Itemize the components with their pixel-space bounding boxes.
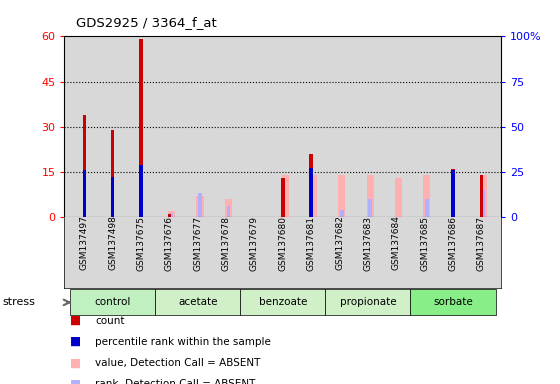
Text: ■: ■ [70, 377, 81, 384]
Bar [367, 175, 374, 217]
Bar [227, 206, 230, 217]
Bar [310, 168, 313, 217]
Bar [423, 175, 431, 217]
Bar [395, 178, 402, 217]
Text: ■: ■ [70, 314, 81, 327]
Bar [340, 210, 344, 217]
FancyBboxPatch shape [410, 290, 496, 315]
Bar [281, 178, 284, 217]
FancyBboxPatch shape [240, 290, 325, 315]
Bar [111, 130, 114, 217]
Text: benzoate: benzoate [259, 297, 307, 308]
Text: control: control [95, 297, 131, 308]
Text: ■: ■ [70, 335, 81, 348]
Text: value, Detection Call = ABSENT: value, Detection Call = ABSENT [95, 358, 260, 368]
Bar [282, 175, 288, 217]
Bar [197, 196, 203, 217]
Bar [338, 175, 346, 217]
Bar [168, 211, 175, 217]
Text: acetate: acetate [178, 297, 217, 308]
FancyBboxPatch shape [70, 290, 155, 315]
Text: count: count [95, 316, 125, 326]
Text: propionate: propionate [339, 297, 396, 308]
Text: rank, Detection Call = ABSENT: rank, Detection Call = ABSENT [95, 379, 255, 384]
Text: sorbate: sorbate [433, 297, 473, 308]
Bar [82, 170, 86, 217]
Bar [310, 154, 313, 217]
Bar [111, 177, 114, 217]
Bar [425, 199, 428, 217]
Bar [167, 214, 171, 217]
Bar [480, 175, 487, 217]
Text: percentile rank within the sample: percentile rank within the sample [95, 337, 271, 347]
Text: ■: ■ [70, 356, 81, 369]
Bar [139, 40, 143, 217]
Bar [198, 194, 202, 217]
FancyBboxPatch shape [155, 290, 240, 315]
Bar [451, 169, 455, 217]
Bar [170, 214, 174, 217]
Bar [482, 190, 486, 217]
Bar [480, 175, 483, 217]
Bar [310, 175, 317, 217]
Bar [225, 199, 232, 217]
Bar [82, 115, 86, 217]
Bar [451, 170, 455, 217]
Bar [139, 165, 143, 217]
FancyBboxPatch shape [325, 290, 410, 315]
Bar [368, 199, 372, 217]
Text: stress: stress [3, 297, 36, 308]
Text: GDS2925 / 3364_f_at: GDS2925 / 3364_f_at [76, 16, 216, 29]
